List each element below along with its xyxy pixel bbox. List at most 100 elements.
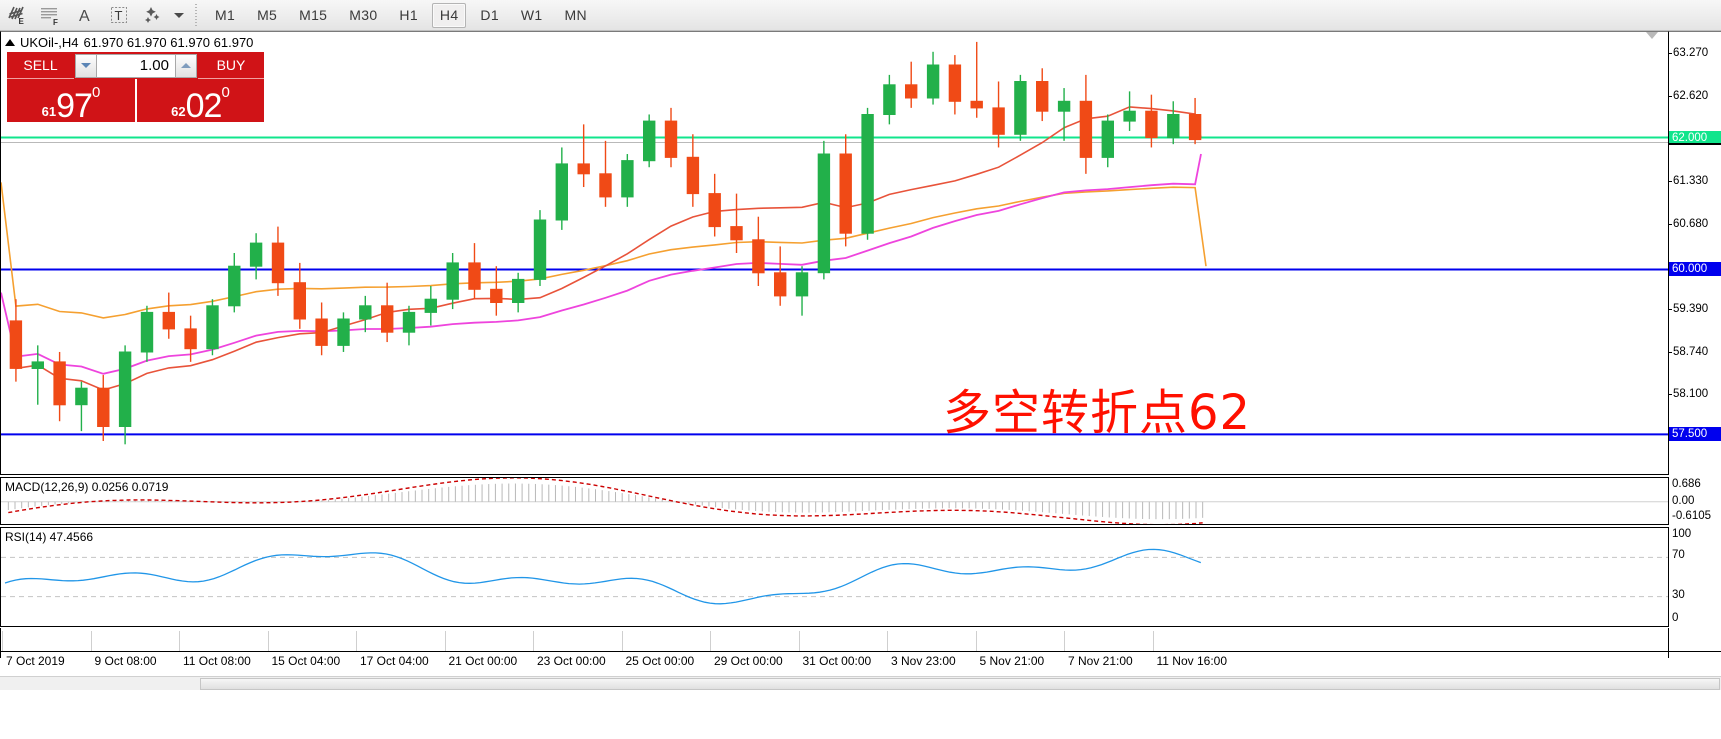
text-box-icon[interactable]: T xyxy=(102,1,136,30)
macd-axis-tick: 0.686 xyxy=(1672,478,1701,490)
chart-annotation-text: 多空转折点62 xyxy=(943,385,1252,441)
buy-price-fraction: 0 xyxy=(221,84,230,101)
volume-decrease-button[interactable] xyxy=(75,53,97,78)
oct-top-row: SELL 1.00 BUY xyxy=(7,52,264,79)
time-axis-tick xyxy=(887,631,888,651)
rsi-canvas xyxy=(1,548,1668,605)
macd-label: MACD(12,26,9) 0.0256 0.0719 xyxy=(5,480,172,494)
collapse-arrow-icon[interactable] xyxy=(1646,32,1658,39)
price-axis-tick: 59.390 xyxy=(1669,303,1708,315)
time-axis-tick xyxy=(621,631,623,651)
rsi-axis-tick: 70 xyxy=(1672,549,1685,562)
sell-price-fraction: 0 xyxy=(91,84,101,101)
macd-pane[interactable]: MACD(12,26,9) 0.0256 0.0719 xyxy=(0,477,1669,525)
chevron-down-icon xyxy=(174,12,184,18)
timeframe-button-m30[interactable]: M30 xyxy=(349,7,378,23)
triangle-up-icon xyxy=(5,39,15,46)
price-axis-tick: 60.680 xyxy=(1669,218,1708,230)
symbol-header: UKOil-,H4 61.970 61.970 61.970 61.970 xyxy=(5,35,253,50)
time-axis-tick xyxy=(179,631,180,651)
objects-dropdown-icon[interactable] xyxy=(170,1,188,30)
buy-price-display[interactable]: 62 02 0 xyxy=(137,79,264,122)
grid-icon[interactable]: F xyxy=(34,1,68,30)
triangle-down-icon xyxy=(81,63,91,68)
time-axis-tick xyxy=(798,631,800,651)
timeframe-button-w1[interactable]: W1 xyxy=(520,7,543,23)
chart-frame: UKOil-,H4 61.970 61.970 61.970 61.970 SE… xyxy=(0,31,1721,739)
symbol-name: UKOil-,H4 xyxy=(20,35,79,50)
time-axis-label: 3 Nov 23:00 xyxy=(891,654,956,668)
rsi-axis-tick: 0 xyxy=(1672,612,1679,624)
svg-text:F: F xyxy=(53,18,58,26)
objects-icon[interactable] xyxy=(136,1,170,30)
horizontal-scrollbar[interactable] xyxy=(0,676,1721,690)
toolbar-separator xyxy=(195,4,197,26)
time-axis-tick xyxy=(2,631,3,651)
rsi-pane[interactable]: RSI(14) 47.4566 xyxy=(0,527,1669,627)
price-axis-tick: 58.740 xyxy=(1669,346,1708,358)
price-axis-tick: 61.330 xyxy=(1669,175,1708,187)
timeframe-button-m5[interactable]: M5 xyxy=(257,7,278,23)
time-axis-line xyxy=(0,651,1721,652)
time-axis-label: 31 Oct 00:00 xyxy=(802,654,872,668)
macd-canvas xyxy=(1,478,1668,524)
buy-price-integer: 62 xyxy=(171,104,186,119)
svg-text:E: E xyxy=(19,17,25,26)
time-axis-ticks xyxy=(0,628,1669,658)
volume-increase-button[interactable] xyxy=(175,53,197,78)
volume-input[interactable]: 1.00 xyxy=(97,53,175,78)
time-axis-label: 7 Oct 2019 xyxy=(6,654,65,668)
rsi-axis-tick: 30 xyxy=(1672,588,1685,601)
time-axis-tick xyxy=(1064,631,1065,651)
macd-axis-tick: 0.00 xyxy=(1672,494,1695,507)
macd-axis: 0.686 0.00 -0.6105 xyxy=(1669,477,1721,525)
time-axis-label: 25 Oct 00:00 xyxy=(625,654,695,668)
time-axis-label: 21 Oct 00:00 xyxy=(448,654,518,668)
chart-toolbar: E F A T xyxy=(0,0,1721,31)
price-axis[interactable]: 63.270 62.620 61.330 60.680 59.390 58.740 58.1… xyxy=(1669,31,1721,475)
price-axis-tick: 62.620 xyxy=(1669,90,1708,102)
text-label-icon[interactable]: A xyxy=(68,1,102,30)
triangle-up-icon xyxy=(181,63,191,68)
rsi-label: RSI(14) 47.4566 xyxy=(5,530,97,544)
time-axis-label: 15 Oct 04:00 xyxy=(271,654,341,668)
timeframe-button-h4[interactable]: H4 xyxy=(431,2,467,28)
timeframe-button-m15[interactable]: M15 xyxy=(299,7,328,23)
time-axis-label: 11 Nov 16:00 xyxy=(1156,654,1228,668)
price-axis-tick: 63.270 xyxy=(1669,47,1708,59)
price-level-badge[interactable]: 62.000 xyxy=(1669,130,1721,145)
sell-price-major: 97 xyxy=(56,86,93,122)
macd-axis-tick: -0.6105 xyxy=(1672,510,1712,522)
timeframe-button-d1[interactable]: D1 xyxy=(480,7,499,23)
volume-stepper: 1.00 xyxy=(74,52,198,79)
sell-price-display[interactable]: 61 97 0 xyxy=(7,79,137,122)
price-level-badge[interactable]: 60.000 xyxy=(1669,262,1721,277)
one-click-trading-panel: SELL 1.00 BUY 61 97 xyxy=(7,52,264,122)
buy-button[interactable]: BUY xyxy=(198,52,264,79)
time-axis-label: 5 Nov 21:00 xyxy=(979,654,1045,668)
time-axis-tick xyxy=(533,631,534,651)
svg-text:T: T xyxy=(115,8,123,23)
time-axis-label: 17 Oct 04:00 xyxy=(360,654,429,668)
time-axis-label: 7 Nov 21:00 xyxy=(1068,654,1133,668)
timeframe-group: M1 M5 M15 M30 H1 H4 D1 W1 MN xyxy=(204,2,598,28)
timeframe-button-h1[interactable]: H1 xyxy=(399,7,418,23)
sell-button[interactable]: SELL xyxy=(7,52,74,79)
time-axis-tick xyxy=(90,631,92,651)
timeframe-button-m1[interactable]: M1 xyxy=(215,7,236,23)
indicators-icon[interactable]: E xyxy=(0,1,34,30)
time-axis-tick xyxy=(267,631,269,651)
sell-price-integer: 61 xyxy=(41,104,57,119)
time-axis-label: 11 Oct 08:00 xyxy=(183,654,251,668)
time-axis-tick xyxy=(710,631,711,651)
timeframe-button-mn[interactable]: MN xyxy=(564,7,587,23)
scrollbar-thumb[interactable] xyxy=(200,678,1720,690)
price-chart-pane[interactable]: UKOil-,H4 61.970 61.970 61.970 61.970 SE… xyxy=(0,31,1669,475)
time-axis-label: 9 Oct 08:00 xyxy=(94,654,157,668)
price-axis-tick: 58.100 xyxy=(1669,388,1708,400)
time-axis-label: 29 Oct 00:00 xyxy=(714,654,783,668)
price-level-badge[interactable]: 57.500 xyxy=(1669,427,1721,442)
rsi-axis: 100 70 30 0 xyxy=(1669,527,1721,627)
buy-price-major: 02 xyxy=(185,86,223,122)
